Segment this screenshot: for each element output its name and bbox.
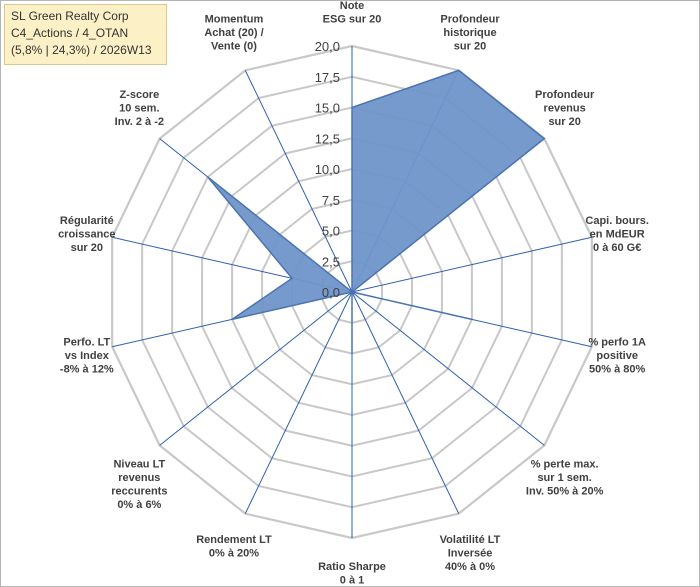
axis-label-line: Profondeur (535, 89, 595, 101)
axis-label: Capi. bours. en MdEUR 0 à 60 G€ (585, 215, 649, 254)
axis-label-line: Achat (20) / (204, 27, 263, 39)
axis-label: Rendement LT 0% à 20% (196, 534, 272, 560)
series (207, 69, 546, 354)
tick-label: 17,5 (315, 70, 340, 85)
axis-label: Note ESG sur 20 (323, 0, 382, 26)
tick-label: 5,0 (322, 224, 340, 239)
axis-label-line: Z-score (119, 89, 159, 101)
axis-label: Régularité croissance sur 20 (58, 215, 115, 254)
axis-label: Perfo. LT vs Index -8% à 12% (60, 336, 114, 375)
axis-label-line: 40% à 0% (445, 561, 495, 573)
axis-label-line: en MdEUR (590, 229, 645, 241)
axis-label-line: 50% à 80% (589, 363, 645, 375)
axis-label: Ratio Sharpe 0 à 1 (318, 561, 386, 587)
tick-label: 10,0 (315, 162, 340, 177)
axis-label-line: sur 20 (71, 242, 103, 254)
axis-label-line: 10 sem. (119, 102, 159, 114)
axis-label-line: Profondeur (440, 13, 500, 25)
tick-label: 12,5 (315, 131, 340, 146)
tick-label: 7,5 (322, 193, 340, 208)
info-box: SL Green Realty Corp C4_Actions / 4_OTAN… (4, 4, 167, 65)
spoke (244, 70, 353, 293)
axis-label-line: Note (340, 0, 364, 12)
axis-label: % perfo 1A positive 50% à 80% (588, 336, 646, 375)
axis-label-line: revenus (118, 472, 160, 484)
axis-label-line: revenus (544, 102, 586, 114)
axis-label: Profondeur revenus sur 20 (535, 89, 595, 128)
spoke (244, 291, 353, 514)
axis-label-line: reccurents (111, 486, 167, 498)
axis-label-line: Capi. bours. (585, 215, 649, 227)
company-name: SL Green Realty Corp (11, 9, 129, 23)
axis-label: % perte max. sur 1 sem. Inv. 50% à 20% (526, 459, 604, 498)
axis-label-line: % perte max. (531, 459, 599, 471)
axis-label-line: croissance (58, 229, 115, 241)
axis-label-line: Niveau LT (113, 459, 165, 471)
axis-label-line: 0 à 1 (340, 575, 364, 587)
tick-label: 2,5 (322, 254, 340, 269)
axis-label: Volatilité LT Inversée 40% à 0% (440, 534, 501, 573)
axis-label-line: 0% à 20% (209, 548, 259, 560)
axis-label-line: % perfo 1A (588, 336, 646, 348)
axis-label-line: Inv. 2 à -2 (115, 116, 164, 128)
category-line: C4_Actions / 4_OTAN (11, 26, 129, 40)
axis-label-line: Inv. 50% à 20% (526, 486, 604, 498)
spoke (351, 291, 545, 446)
axis-label-line: Volatilité LT (440, 534, 501, 546)
tick-labels: 0,0 2,5 5,0 7,5 10,0 12,5 15,0 17,5 20,0 (315, 39, 340, 300)
axis-label: Z-score 10 sem. Inv. 2 à -2 (115, 89, 164, 128)
axis-label-line: -8% à 12% (60, 363, 114, 375)
axis-label-line: ESG sur 20 (323, 14, 382, 26)
axis-label-line: sur 20 (548, 116, 580, 128)
axis-label-line: positive (596, 350, 638, 362)
axis-label-line: sur 1 sem. (537, 472, 591, 484)
axis-label-line: 0% à 6% (117, 499, 161, 511)
axis-label-line: Régularité (60, 215, 114, 227)
axis-label-line: Vente (0) (211, 40, 257, 52)
spoke (351, 236, 592, 293)
axis-labels: Note ESG sur 20 Profondeur historique sur 20… (58, 0, 649, 587)
tick-label: 15,0 (315, 101, 340, 116)
tick-label: 0,0 (322, 285, 340, 300)
axis-label-line: historique (443, 27, 496, 39)
axis-label: Momentum Achat (20) / Vente (0) (204, 13, 263, 52)
axis-label-line: Ratio Sharpe (318, 561, 386, 573)
axis-label-line: vs Index (65, 350, 110, 362)
spoke (159, 291, 353, 446)
axis-label-line: Momentum (205, 13, 264, 25)
spoke (351, 291, 460, 514)
axis-label: Profondeur historique sur 20 (440, 13, 500, 52)
axis-label: Niveau LT revenus reccurents 0% à 6% (111, 459, 167, 512)
axis-label-line: Rendement LT (196, 534, 272, 546)
axis-label-line: Inversée (448, 548, 493, 560)
axis-label-line: sur 20 (454, 40, 486, 52)
axis-label-line: Perfo. LT (63, 336, 110, 348)
axis-label-line: 0 à 60 G€ (593, 242, 641, 254)
tick-label: 20,0 (315, 39, 340, 54)
stats-line: (5,8% | 24,3%) / 2026W13 (11, 43, 152, 57)
series-area (207, 69, 546, 354)
